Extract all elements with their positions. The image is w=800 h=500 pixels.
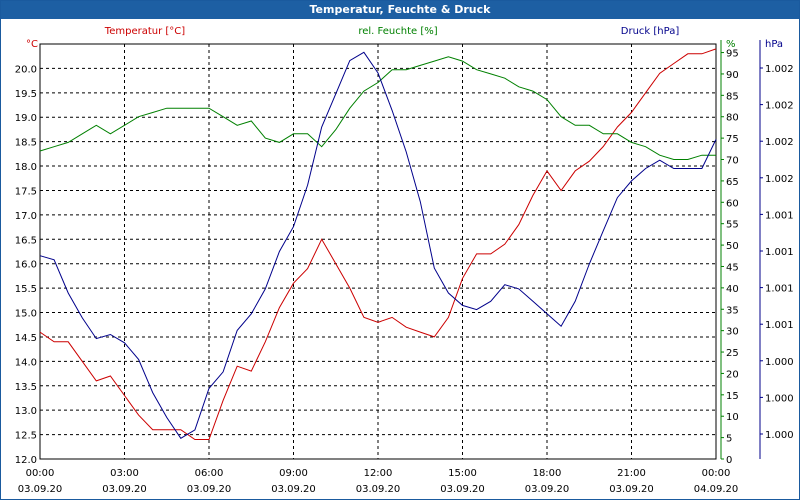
x-tick-date-label: 03.09.20 — [609, 484, 654, 495]
temperature-tick-label: 12.5 — [15, 431, 37, 442]
x-tick-date-label: 03.09.20 — [356, 484, 401, 495]
humidity-tick-label: 35 — [726, 305, 739, 316]
pressure-unit-label: hPa — [765, 39, 783, 50]
pressure-tick-label: 1.002 — [765, 101, 794, 112]
temperature-tick-label: 19.0 — [15, 113, 37, 124]
humidity-tick-label: 15 — [726, 391, 739, 402]
temperature-tick-label: 14.0 — [15, 357, 37, 368]
temperature-tick-label: 13.5 — [15, 382, 37, 393]
humidity-tick-label: 10 — [726, 412, 739, 423]
humidity-tick-label: 75 — [726, 134, 739, 145]
humidity-tick-label: 65 — [726, 177, 739, 188]
x-tick-date-label: 03.09.20 — [187, 484, 232, 495]
x-tick-time-label: 03:00 — [110, 468, 139, 479]
x-tick-time-label: 00:00 — [26, 468, 55, 479]
x-tick-time-label: 15:00 — [448, 468, 477, 479]
pressure-series-line — [39, 51, 717, 439]
temperature-tick-label: 16.0 — [15, 260, 37, 271]
humidity-tick-label: 45 — [726, 262, 739, 273]
humidity-tick-label: 60 — [726, 198, 739, 209]
x-tick-date-label: 03.09.20 — [525, 484, 570, 495]
humidity-tick-label: 30 — [726, 327, 739, 338]
pressure-tick-label: 1.002 — [765, 64, 794, 75]
temperature-axis-label: Temperatur [°C] — [104, 26, 185, 37]
humidity-tick-label: 55 — [726, 220, 739, 231]
humidity-unit-label: % — [726, 39, 736, 50]
temperature-tick-label: 13.0 — [15, 406, 37, 417]
humidity-series-line — [39, 56, 716, 160]
humidity-tick-label: 80 — [726, 113, 739, 124]
chart-title: Temperatur, Feuchte & Druck — [1, 1, 799, 19]
pressure-tick-label: 1.001 — [765, 284, 794, 295]
x-tick-date-label: 03.09.20 — [102, 484, 147, 495]
temperature-tick-label: 17.0 — [15, 211, 37, 222]
pressure-tick-label: 1.000 — [765, 357, 794, 368]
humidity-tick-label: 90 — [726, 70, 739, 81]
x-tick-time-label: 18:00 — [533, 468, 562, 479]
x-tick-time-label: 21:00 — [617, 468, 646, 479]
temperature-tick-label: 17.5 — [15, 186, 37, 197]
x-tick-date-label: 03.09.20 — [271, 484, 316, 495]
temperature-tick-label: 14.5 — [15, 333, 37, 344]
pressure-tick-label: 1.001 — [765, 247, 794, 258]
x-tick-time-label: 00:00 — [702, 468, 731, 479]
humidity-tick-label: 95 — [726, 49, 739, 60]
x-tick-date-label: 03.09.20 — [440, 484, 485, 495]
temperature-tick-label: 16.5 — [15, 235, 37, 246]
temperature-tick-label: 19.5 — [15, 89, 37, 100]
humidity-tick-label: 50 — [726, 241, 739, 252]
humidity-tick-label: 0 — [726, 455, 732, 466]
x-tick-date-label: 04.09.20 — [694, 484, 739, 495]
temperature-tick-label: 18.5 — [15, 138, 37, 149]
temperature-unit-label: °C — [26, 39, 38, 50]
humidity-tick-label: 40 — [726, 284, 739, 295]
x-tick-time-label: 12:00 — [364, 468, 393, 479]
temperature-series-line — [39, 48, 717, 440]
pressure-tick-label: 1.002 — [765, 174, 794, 185]
temperature-tick-label: 18.0 — [15, 162, 37, 173]
temperature-tick-label: 15.0 — [15, 309, 37, 320]
humidity-tick-label: 85 — [726, 91, 739, 102]
humidity-tick-label: 5 — [726, 434, 732, 445]
humidity-tick-label: 70 — [726, 156, 739, 167]
x-tick-date-label: 03.09.20 — [18, 484, 63, 495]
temperature-tick-label: 12.0 — [15, 455, 37, 466]
humidity-tick-label: 25 — [726, 348, 739, 359]
pressure-tick-label: 1.000 — [765, 430, 794, 441]
pressure-tick-label: 1.001 — [765, 320, 794, 331]
humidity-axis-label: rel. Feuchte [%] — [358, 26, 437, 37]
pressure-axis-label: Druck [hPa] — [621, 26, 680, 37]
pressure-tick-label: 1.001 — [765, 210, 794, 221]
temperature-tick-label: 15.5 — [15, 284, 37, 295]
x-tick-time-label: 09:00 — [279, 468, 308, 479]
x-tick-time-label: 06:00 — [195, 468, 224, 479]
humidity-tick-label: 20 — [726, 369, 739, 380]
pressure-tick-label: 1.002 — [765, 137, 794, 148]
temperature-tick-label: 20.0 — [15, 64, 37, 75]
pressure-tick-label: 1.000 — [765, 393, 794, 404]
